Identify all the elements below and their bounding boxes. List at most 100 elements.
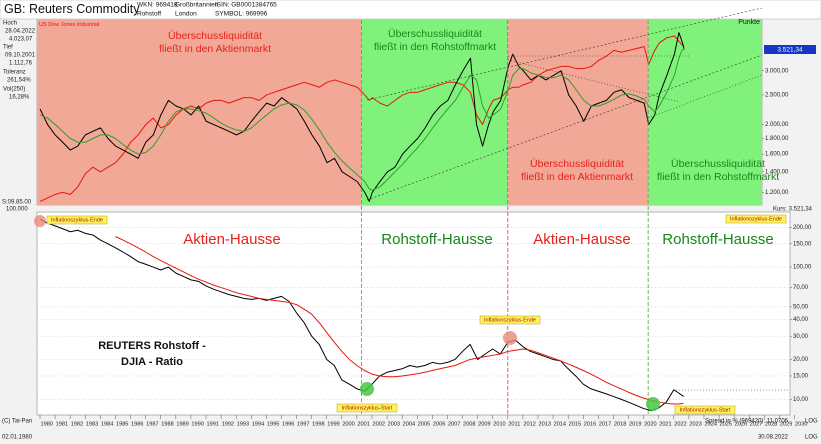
y-tick-label: 1.800,00 xyxy=(765,136,789,142)
price-label: Kurs: 3.521,34 xyxy=(773,207,813,213)
x-tick-label: 2001 xyxy=(357,421,369,427)
y-tick-label: 50,00 xyxy=(793,304,809,310)
x-tick-label: 2018 xyxy=(614,421,626,427)
x-tick-label: 2024 xyxy=(704,421,716,427)
x-tick-label: 2008 xyxy=(463,421,475,427)
cycle-marker xyxy=(34,215,46,227)
separator-label: 100.000 xyxy=(6,207,28,213)
x-tick-label: 2022 xyxy=(674,421,686,427)
y-tick-label: 1.200,00 xyxy=(765,190,789,196)
x-tick-label: 2007 xyxy=(448,421,460,427)
stat: Vol(250) xyxy=(3,87,25,93)
annotation-box xyxy=(479,315,541,325)
x-tick-label: 1994 xyxy=(252,421,264,427)
axis-title: Punkte xyxy=(738,19,760,26)
x-tick-label: 2019 xyxy=(629,421,641,427)
x-tick-label: 2025 xyxy=(720,421,732,427)
x-tick-label: 2026 xyxy=(735,421,747,427)
x-tick-label: 1981 xyxy=(56,421,68,427)
stat: Hoch xyxy=(3,21,17,27)
stat: 28.04.2022 xyxy=(5,29,36,35)
bottom-plot-frame xyxy=(36,211,791,416)
header-bar xyxy=(0,0,821,20)
y-tick-label: 3.000,00 xyxy=(765,68,789,74)
legend-entry: US Dow Jones Industrial xyxy=(39,22,99,28)
phase-region xyxy=(648,20,762,205)
x-tick-label: 1987 xyxy=(146,421,158,427)
annotation-box xyxy=(674,405,736,415)
y-tick-label: 200,00 xyxy=(793,225,812,231)
y-tick-label: 1.600,00 xyxy=(765,152,789,158)
x-tick-label: 1983 xyxy=(86,421,98,427)
annotation: fließt in den Aktienmarkt xyxy=(521,171,633,183)
y-tick-label: 100,00 xyxy=(793,265,812,271)
stat: Toleranz xyxy=(3,70,26,76)
x-tick-label: 2011 xyxy=(508,421,520,427)
x-tick-label: 2020 xyxy=(644,421,656,427)
stat: Tief xyxy=(3,45,13,51)
y-tick-label: 15,00 xyxy=(793,374,809,380)
x-tick-label: 1998 xyxy=(312,421,324,427)
x-tick-label: 1984 xyxy=(101,421,113,427)
last-price-box xyxy=(764,45,816,54)
annotation: Inflationszyklus-Ende xyxy=(51,217,103,223)
stat: 4.023,07 xyxy=(9,37,33,43)
page-title: GB: Reuters Commodity xyxy=(4,2,140,16)
region-label: Rohstoff-Hausse xyxy=(381,231,492,248)
x-tick-label: 1999 xyxy=(327,421,339,427)
phase-region xyxy=(37,20,362,205)
region-label: Aktien-Hausse xyxy=(183,231,281,248)
y-tick-label: 30,00 xyxy=(793,334,809,340)
x-tick-label: 1992 xyxy=(222,421,234,427)
stat: 09.10.2001 xyxy=(5,53,36,59)
header-field: SYMBOL: 969996 xyxy=(215,11,268,18)
x-tick-label: 1995 xyxy=(267,421,279,427)
x-tick-label: 1990 xyxy=(191,421,203,427)
x-tick-label: 2006 xyxy=(433,421,445,427)
header-field: Rohstoff xyxy=(137,11,161,18)
x-tick-label: 2029 xyxy=(780,421,792,427)
x-tick-label: 2000 xyxy=(342,421,354,427)
x-tick-label: 2027 xyxy=(750,421,762,427)
x-tick-label: 2005 xyxy=(418,421,430,427)
y-tick-label: 10,00 xyxy=(793,397,809,403)
y-tick-label: 20,00 xyxy=(793,357,809,363)
y-tick-label: 2.000,00 xyxy=(765,122,789,128)
annotation: fließt in den Aktienmarkt xyxy=(159,43,271,55)
y-tick-label: 40,00 xyxy=(793,317,809,323)
annotation: Inflationszyklus-Start xyxy=(680,407,731,413)
x-tick-label: 2010 xyxy=(493,421,505,427)
annotation: Überschussliquidität xyxy=(671,158,765,170)
footer-text: 30.08.2022 xyxy=(758,435,789,441)
chart-title: DJIA - Ratio xyxy=(121,356,183,368)
annotation: Inflationszyklus-Ende xyxy=(484,317,536,323)
annotation-box xyxy=(46,215,108,225)
last-price: 3.521,34 xyxy=(777,47,803,54)
x-tick-label: 2015 xyxy=(569,421,581,427)
trend-line xyxy=(647,74,763,119)
annotation-box xyxy=(336,403,398,413)
series-line xyxy=(39,32,685,202)
x-tick-label: 2023 xyxy=(689,421,701,427)
series-line xyxy=(39,35,685,202)
x-tick-label: 2017 xyxy=(599,421,611,427)
x-tick-label: 1996 xyxy=(282,421,294,427)
footer-text: 02.01.1980 xyxy=(2,435,33,441)
y-tick-label: 2.500,00 xyxy=(765,93,789,99)
x-tick-label: 2030 xyxy=(795,421,807,427)
y-tick-label: 150,00 xyxy=(793,241,812,247)
stat: 261,54% xyxy=(7,78,31,84)
separator-label: S:09.85.00 xyxy=(2,200,32,206)
x-tick-label: 2009 xyxy=(478,421,490,427)
trend-line xyxy=(507,59,681,103)
x-tick-label: 2004 xyxy=(403,421,415,427)
series-line xyxy=(115,236,684,405)
region-label: Rohstoff-Hausse xyxy=(662,231,773,248)
x-tick-label: 1980 xyxy=(41,421,53,427)
header-field: London xyxy=(175,11,197,18)
x-tick-label: 1997 xyxy=(297,421,309,427)
annotation: Überschussliquidität xyxy=(168,30,262,42)
x-tick-label: 2014 xyxy=(554,421,566,427)
footer-text: Spread in % (969420): 11,0706 xyxy=(705,419,789,425)
header-field: Großbritannien xyxy=(175,2,219,9)
